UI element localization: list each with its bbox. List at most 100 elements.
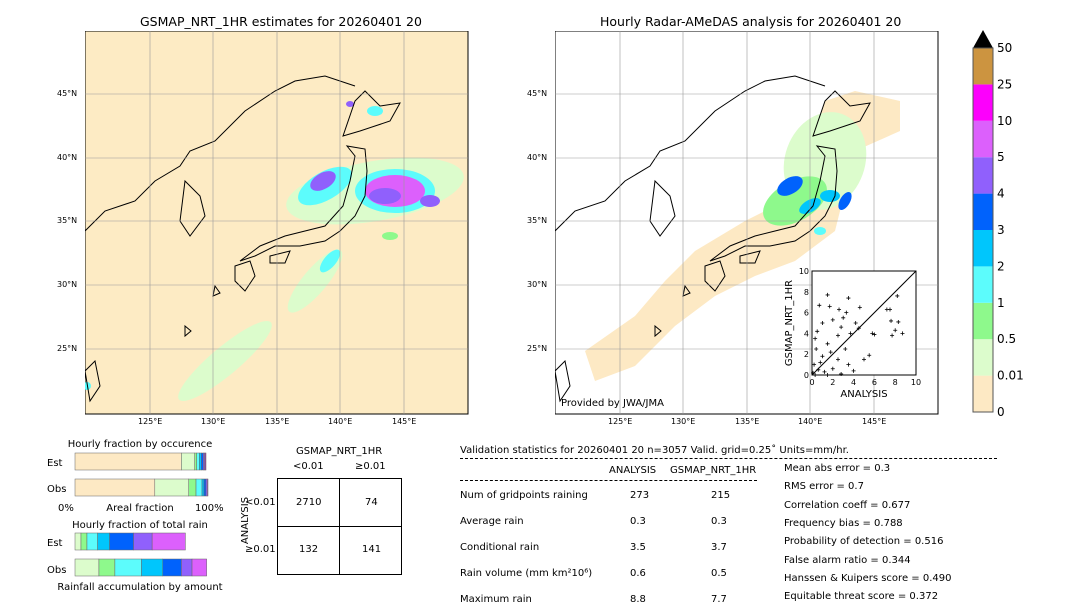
lon-tick-label: 140°E [328,417,353,426]
colorbar-tick-label: 0 [997,405,1005,419]
x-tick-0: 0% [58,503,74,514]
scatter-point [857,305,862,310]
lat-tick-label: 35°N [57,216,78,225]
table-cell: 74 [365,497,378,508]
est-label: Est [47,538,63,549]
scatter-point [825,292,830,297]
scatter-point [813,373,818,377]
colorbar-extend-arrow [973,30,993,48]
colorbar-tick-label: 3 [997,223,1005,237]
coastline [269,250,291,264]
rain-area [319,249,341,273]
scatter-point [825,373,830,377]
scatter-point [828,350,833,355]
scatter-point [827,304,832,309]
diagonal-line [811,270,917,376]
y-axis-label: GSMAP_NRT_1HR [784,280,795,366]
scatter-point [837,307,842,312]
scatter-point [890,333,895,338]
right-map-title: Hourly Radar-AMeDAS analysis for 2026040… [600,14,902,29]
lat-tick-label: 25°N [57,344,78,353]
coastline [179,179,206,237]
total-rain-xlabel: Rainfall accumulation by amount [57,582,222,593]
x-tick-label: 0 [809,378,814,387]
rain-area [420,195,440,207]
lon-tick-label: 135°E [265,417,290,426]
y-tick-label: 0 [804,371,809,380]
colorbar-tick-label: 0.01 [997,369,1024,383]
table-divider [277,526,401,527]
occurrence-xlabel: Areal fraction [106,503,173,514]
colorbar-segment [973,339,993,376]
occurrence-title: Hourly fraction by occurence [68,439,212,450]
dashed-rule [460,458,997,459]
rain-area [178,320,272,402]
rain-area [820,190,840,202]
coastline [212,284,221,297]
lat-tick-label: 30°N [527,280,548,289]
coastline [704,260,726,292]
x-tick-label: 8 [893,378,898,387]
rain-area [310,171,336,191]
scatter-inset: 00 2 2 4 4 6 6 8 8 10 10 ANALYSIS GSMAP_NRT_1HR [784,267,921,400]
coastline [85,359,101,403]
col-header-gsmap: GSMAP_NRT_1HR [670,465,757,476]
y-tick-label: 2 [804,350,809,359]
left-map-title: GSMAP_NRT_1HR estimates for 20260401 20 [140,14,422,29]
colorbar-segment [973,375,993,412]
y-tick-label: 10 [799,267,809,276]
lat-tick-label: 35°N [527,216,548,225]
coastline [739,250,761,264]
colorbar-segment [973,230,993,267]
credit-text: Provided by JWA/JMA [561,398,664,409]
lat-tick-label: 40°N [57,153,78,162]
y-tick-label: 6 [804,309,809,318]
y-tick-label: 4 [804,329,809,338]
scatter-point [820,321,825,325]
bar-segment [162,558,182,577]
colorbar-frame [972,47,994,413]
bar-segment [114,558,142,577]
stats-gsmap-value: 7.7 [711,594,727,605]
bar-segment [97,532,110,551]
bar-segment [195,478,203,497]
est-label: Est [47,458,63,469]
stats-analysis-value: 0.6 [630,568,646,579]
y-tick-label: 8 [804,288,809,297]
x-tick-label: 2 [830,378,835,387]
scatter-point [896,319,901,324]
col-header-analysis: ANALYSIS [609,465,657,476]
scatter-point [817,303,822,308]
scatter-point [893,328,898,333]
stats-header: Validation statistics for 20260401 20 n=… [460,445,849,456]
coastline [812,90,871,137]
obs-label: Obs [47,484,66,495]
lat-tick-label: 45°N [57,89,78,98]
obs-label: Obs [47,565,66,576]
scatter-point [872,332,877,337]
lon-tick-label: 130°E [201,417,226,426]
scatter-point [822,369,827,374]
scatter-point [830,317,835,322]
bar-segment [188,478,197,497]
col-header: ≥0.01 [355,461,386,472]
coastline [709,145,838,262]
bar-segment [151,532,186,551]
bar-segment [196,452,200,471]
scatter-point [900,331,905,336]
scatter-point [811,370,816,375]
bar-segment [201,452,204,471]
coastline [85,75,356,232]
coastline [649,179,676,237]
lon-tick-label: 145°E [862,417,887,426]
lon-tick-label: 140°E [798,417,823,426]
x-tick-label: 10 [911,378,921,387]
scatter-point [815,329,820,334]
coastline [555,75,826,232]
rain-area [367,106,383,116]
bar-segment [207,478,209,497]
stats-gsmap-value: 0.5 [711,568,727,579]
bar-segment [141,558,164,577]
rain-area [777,176,803,196]
bar-segment [205,452,207,471]
